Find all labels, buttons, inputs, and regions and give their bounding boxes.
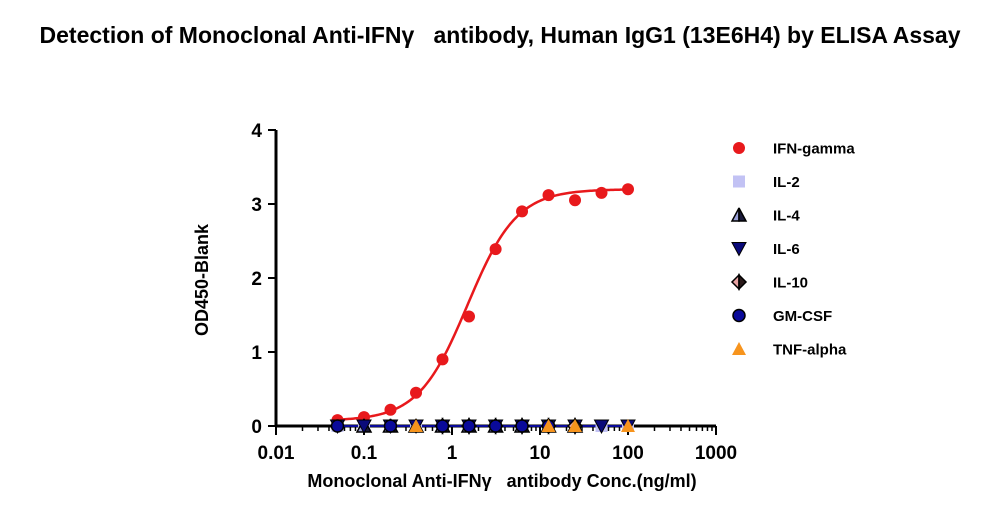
data-point-tnf-alpha: [568, 419, 583, 432]
data-point-gm-csf: [462, 419, 476, 433]
y-tick-label: 0: [251, 417, 262, 438]
data-point-ifn-gamma: [542, 189, 555, 202]
legend-label-ifn-gamma: IFN-gamma: [773, 141, 855, 158]
data-point-tnf-alpha: [621, 419, 635, 432]
legend-label-il-4: IL-4: [773, 208, 800, 225]
data-point-ifn-gamma: [595, 186, 608, 199]
data-point-ifn-gamma: [489, 243, 502, 256]
x-tick-label: 1000: [695, 443, 737, 464]
chart-title: Detection of Monoclonal Anti-IFNγ antibo…: [39, 22, 961, 48]
data-point-gm-csf: [435, 419, 450, 433]
y-tick-label: 3: [251, 195, 262, 216]
data-point-tnf-alpha: [541, 419, 556, 432]
x-tick-label: 100: [612, 443, 644, 464]
legend-label-il-2: IL-2: [773, 174, 800, 191]
y-tick-label: 4: [251, 121, 262, 142]
legend-marker-il-2: [733, 175, 745, 188]
y-axis-label: OD450-Blank: [192, 223, 212, 336]
data-point-gm-csf: [330, 419, 345, 433]
legend-marker-ifn-gamma: [733, 142, 745, 154]
legend-label-tnf-alpha: TNF-alpha: [773, 342, 847, 359]
data-point-ifn-gamma: [622, 183, 634, 196]
y-tick-label: 2: [251, 269, 262, 290]
data-point-ifn-gamma: [384, 403, 397, 416]
legend-marker-il-4: [730, 207, 748, 222]
legend-marker-gm-csf: [732, 308, 746, 323]
data-point-tnf-alpha: [409, 419, 424, 432]
data-point-gm-csf: [515, 419, 529, 433]
x-tick-label: 0.1: [351, 443, 378, 464]
legend-marker-tnf-alpha: [732, 342, 746, 355]
y-tick-label: 1: [251, 343, 262, 364]
data-point-ifn-gamma: [436, 353, 449, 366]
legend-label-gm-csf: GM-CSF: [773, 308, 832, 325]
legend-label-il-10: IL-10: [773, 275, 808, 292]
x-tick-label: 0.01: [258, 443, 295, 464]
x-tick-label: 1: [447, 443, 458, 464]
data-point-il-6: [593, 419, 610, 435]
fit-curve-ifn-gamma: [337, 188, 629, 421]
data-point-gm-csf: [488, 419, 503, 433]
legend-marker-il-6: [731, 242, 747, 257]
legend-label-il-6: IL-6: [773, 241, 800, 258]
x-axis-label: Monoclonal Anti-IFNγ antibody Conc.(ng/m…: [307, 471, 696, 491]
legend-marker-il-10: [730, 273, 748, 291]
data-point-ifn-gamma: [410, 386, 423, 399]
data-point-ifn-gamma: [569, 194, 582, 207]
data-point-ifn-gamma: [516, 205, 529, 218]
x-tick-label: 10: [529, 443, 550, 464]
data-point-il-6: [356, 419, 372, 435]
data-point-gm-csf: [383, 419, 398, 433]
data-point-ifn-gamma: [462, 310, 475, 323]
